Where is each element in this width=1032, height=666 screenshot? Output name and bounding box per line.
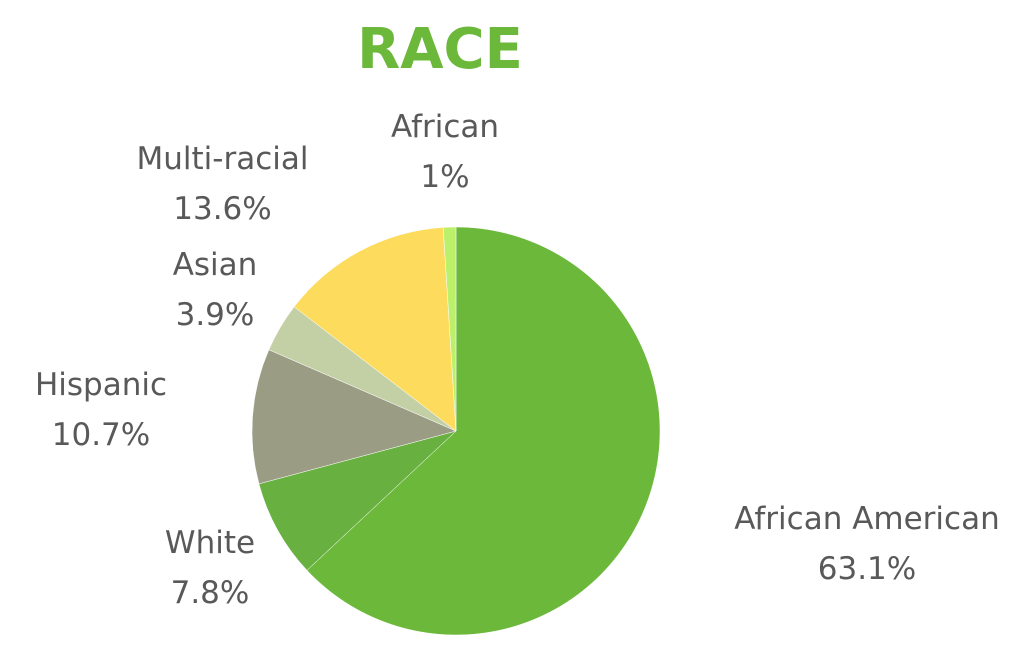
pie-slice-african <box>442 226 457 432</box>
slice-value-asian: 3.9% <box>175 297 255 333</box>
pie-slice-white <box>258 430 457 571</box>
pie-slice-african-american <box>306 226 661 636</box>
label-multi-racial: Multi-racial 13.6% <box>110 134 335 234</box>
chart-title: RACE <box>357 17 523 82</box>
pie-slice-multi-racial <box>293 227 457 432</box>
label-african-american: African American 63.1% <box>712 494 1022 594</box>
slice-name-white: White <box>164 525 256 561</box>
slice-value-hispanic: 10.7% <box>51 417 151 453</box>
slice-value-african-american: 63.1% <box>817 551 917 587</box>
slice-name-multi-racial: Multi-racial <box>136 141 309 177</box>
slice-value-multi-racial: 13.6% <box>173 191 272 227</box>
label-hispanic: Hispanic 10.7% <box>16 360 186 460</box>
pie-slice-hispanic <box>251 349 457 485</box>
label-african: African 1% <box>370 102 520 202</box>
slice-name-hispanic: Hispanic <box>34 367 168 403</box>
slice-value-african: 1% <box>420 159 470 195</box>
slice-value-white: 7.8% <box>170 575 250 611</box>
slice-name-asian: Asian <box>172 247 258 283</box>
label-asian: Asian 3.9% <box>150 240 280 340</box>
slice-name-african-american: African American <box>734 501 1000 537</box>
slice-name-african: African <box>390 109 500 145</box>
pie-slices <box>251 226 661 636</box>
label-white: White 7.8% <box>140 518 280 618</box>
